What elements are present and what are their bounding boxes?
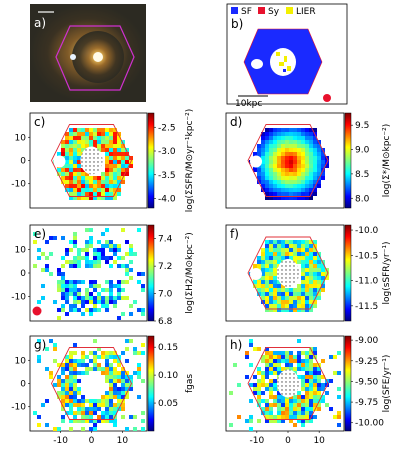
panel-f-star-mask (250, 268, 262, 280)
panel-e-cbar-tick-label: 6.8 (158, 317, 173, 327)
panel-g: g) 0.15 0.10 0.05 fgas 10 0 -10 -10 0 10 (11, 335, 195, 446)
panel-c-colorbar (147, 112, 155, 209)
panel-h-cbar-tick-label: -9.25 (355, 357, 378, 367)
panel-e-cbar-tick-label: 7.0 (158, 290, 173, 300)
panel-e-label: e) (34, 227, 46, 241)
panel-h-map (229, 339, 341, 431)
panel-c-ytick-label: 10 (15, 133, 27, 143)
panel-d-hexagon (247, 124, 329, 197)
panel-h-xtick-label: 0 (285, 436, 291, 446)
panel-g-ytick-label: 10 (15, 356, 27, 366)
panel-e-cbar-tick-label: 7.2 (158, 262, 172, 272)
panel-e-colorbar (147, 224, 155, 322)
panel-d-colorbar (344, 112, 352, 209)
panel-f: f) -10.0 -10.5 -11.0 -11.5 log(sSFR/yr⁻¹) (225, 224, 392, 322)
panel-h-cbar-label: log(SFE/yr⁻¹) (382, 355, 392, 413)
panel-f-cbar-label: log(sSFR/yr⁻¹) (382, 242, 392, 305)
bpt-masked-star (251, 59, 263, 69)
panel-e-ytick-label: 0 (20, 269, 26, 279)
panel-d: d) 9.5 9.0 8.5 8.0 log(Σ*/M⊙kpc⁻²) (225, 112, 392, 209)
panel-g-xtick-label: 10 (117, 436, 129, 446)
psf-marker (323, 94, 331, 102)
panel-g-ytick-label: -10 (11, 403, 26, 413)
legend-sy-swatch (258, 7, 265, 14)
panel-h-colorbar (344, 335, 352, 432)
panel-f-colorbar (344, 224, 352, 322)
panel-g-cbar-tick-label: 0.15 (158, 343, 178, 353)
legend-lier-swatch (286, 7, 293, 14)
panel-h: h) -9.00 -9.25 -9.50 -9.75 -10.00 log(SFE/yr⁻¹… (225, 335, 392, 446)
panel-h-xtick-label: -10 (249, 436, 264, 446)
panel-c-dotted-region (80, 146, 103, 175)
panel-d-cbar-tick-label: 8.0 (355, 194, 370, 204)
panel-e-psf-marker (32, 306, 42, 316)
panel-e-ytick-label: -10 (11, 293, 26, 303)
panel-c-star-mask (53, 155, 66, 168)
panel-g-hexagon (50, 347, 133, 420)
legend-sf-label: SF (241, 7, 252, 17)
map-panels: c) -2.5 -3.0 -3.5 -4.0 log(ΣSFR/M⊙yr⁻¹kpc⁻²) 1… (11, 109, 392, 446)
legend-sf-swatch (231, 7, 238, 14)
legend-sy-label: Sy (268, 7, 280, 17)
panel-h-hexagon (247, 347, 329, 420)
panel-a: a) (30, 4, 146, 102)
panel-c-cbar-tick-label: -3.5 (158, 171, 176, 181)
panel-g-cbar-label: fgas (185, 374, 195, 393)
panel-h-cbar-tick-label: -10.00 (355, 419, 384, 429)
panel-f-map (249, 240, 329, 312)
panel-d-cbar-tick-label: 9.0 (355, 146, 370, 156)
panel-d-label: d) (230, 115, 242, 129)
panel-a-label: a) (34, 16, 46, 30)
panel-e-cbar-tick-label: 7.4 (158, 235, 173, 245)
scalebar-label: 10kpc (235, 99, 262, 109)
panel-d-star-mask (250, 155, 262, 168)
panel-h-cbar-tick-label: -9.00 (355, 336, 379, 346)
panel-d-cbar-tick-label: 9.5 (355, 121, 369, 131)
panel-b: SF Sy LIER 10kpc b) (226, 3, 348, 109)
panel-g-cbar-tick-label: 0.05 (158, 399, 178, 409)
panel-h-label: h) (230, 338, 242, 352)
panel-f-cbar-tick-label: -10.5 (355, 251, 378, 261)
foreground-star (70, 54, 76, 60)
panel-d-cbar-tick-label: 8.5 (355, 170, 369, 180)
panel-c: c) -2.5 -3.0 -3.5 -4.0 log(ΣSFR/M⊙yr⁻¹kpc⁻²) 1… (11, 109, 195, 213)
panel-g-ytick-label: 0 (20, 380, 26, 390)
panel-c-cbar-tick-label: -2.5 (158, 123, 176, 133)
panel-c-cbar-tick-label: -3.0 (158, 147, 176, 157)
panel-f-hexagon (247, 236, 329, 310)
panel-d-cbar-label: log(Σ*/M⊙kpc⁻²) (382, 124, 392, 198)
panel-f-label: f) (230, 227, 239, 241)
panel-g-cbar-tick-label: 0.10 (158, 371, 178, 381)
panel-h-dotted-region (277, 369, 299, 398)
panel-c-ytick-label: 0 (20, 157, 26, 167)
panel-h-xtick-label: 10 (313, 436, 325, 446)
panel-h-cbar-tick-label: -9.50 (355, 377, 379, 387)
panel-c-cbar-tick-label: -4.0 (158, 195, 176, 205)
panel-h-cbar-tick-label: -9.75 (355, 398, 378, 408)
panel-c-ytick-label: -10 (11, 180, 26, 190)
panel-e-cbar-label: log(ΣH2/M⊙kpc⁻²) (185, 232, 195, 314)
panel-g-xtick-label: -10 (53, 436, 68, 446)
panel-g-xtick-label: 0 (89, 436, 95, 446)
panel-g-colorbar (147, 335, 155, 432)
panel-f-dotted-region (277, 259, 299, 287)
panel-e-map (33, 228, 145, 320)
panel-e-ytick-label: 10 (15, 245, 27, 255)
ifu-hexagon (55, 25, 135, 91)
panel-e: e) 7.4 7.2 7.0 6.8 log(ΣH2/M⊙kpc⁻²) 10 0 -10 (11, 224, 195, 327)
panel-f-cbar-tick-label: -11.5 (355, 302, 378, 312)
panel-g-map (33, 339, 145, 431)
panel-c-hexagon (50, 124, 133, 197)
panel-c-cbar-label: log(ΣSFR/M⊙yr⁻¹kpc⁻²) (185, 109, 195, 213)
legend-lier-label: LIER (296, 7, 316, 17)
panel-f-cbar-tick-label: -10.0 (355, 226, 379, 236)
panel-g-label: g) (34, 338, 46, 352)
panel-f-cbar-tick-label: -11.0 (355, 277, 379, 287)
panel-c-label: c) (34, 115, 45, 129)
panel-b-label: b) (231, 17, 243, 31)
